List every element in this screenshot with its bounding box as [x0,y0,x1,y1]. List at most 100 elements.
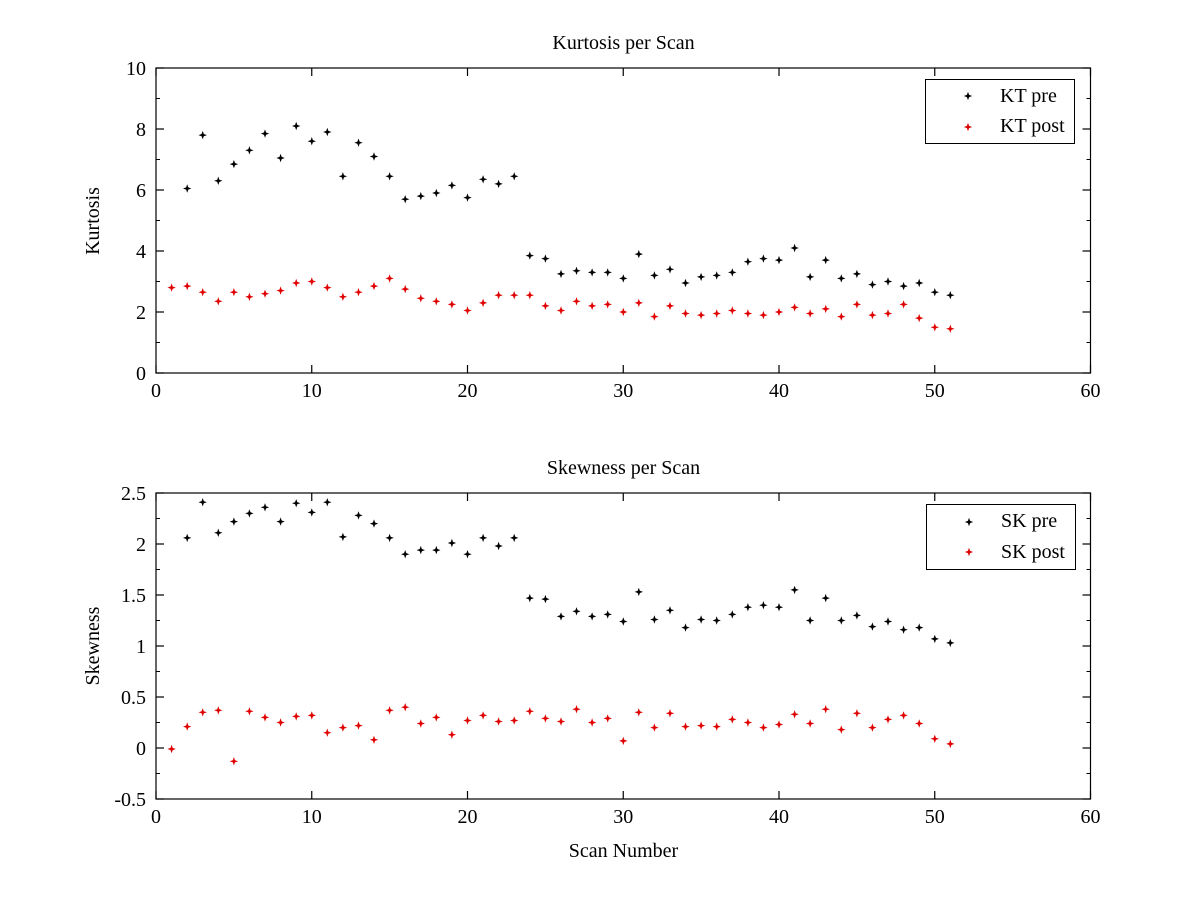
data-point [245,707,254,716]
data-point [805,272,815,282]
data-point [292,712,301,721]
data-point [292,278,301,288]
data-point [665,606,675,615]
x-axis-label: Scan Number [568,840,679,862]
y-tick-label: 1.5 [121,585,146,607]
legend-entry: KT pre [926,82,1074,110]
legend-label: KT pre [1000,84,1057,107]
data-point [447,538,457,548]
data-point [603,300,612,309]
data-point [759,254,768,263]
y-tick-label: 4 [136,241,146,263]
data-point [930,734,939,743]
data-point [245,146,254,155]
data-point [743,309,753,318]
data-point [650,615,659,624]
data-point [634,587,643,597]
data-point [821,593,830,603]
x-tick-label: 40 [769,380,789,402]
data-point [338,172,348,181]
data-point [603,714,612,723]
data-point [338,292,348,301]
data-point [634,249,643,259]
data-point [214,528,223,537]
data-point [821,255,830,265]
data-point [307,137,316,146]
x-tick-label: 40 [769,806,789,828]
data-point [432,713,441,722]
x-tick-label: 60 [1081,380,1101,402]
data-point [198,130,207,140]
data-point [401,703,410,712]
data-point [883,309,893,318]
data-point [292,121,301,131]
data-point [619,307,628,317]
data-point [774,603,784,612]
diamond-marker-icon [964,548,974,557]
data-point [385,533,394,543]
data-point [510,172,519,181]
data-point [276,718,285,727]
data-point [385,172,394,181]
data-point [323,283,332,292]
data-point [946,638,955,648]
data-point [229,288,239,297]
y-tick-label: 0 [136,363,146,385]
data-point [541,254,550,263]
data-point [790,710,799,719]
data-point [494,541,503,551]
data-point [323,498,332,507]
data-point [759,310,768,320]
data-point [572,607,581,616]
data-point [790,243,799,253]
data-point [229,159,239,169]
data-point [868,622,877,631]
data-point [930,634,939,644]
data-point [650,723,659,732]
data-point [447,730,457,739]
data-point [510,716,519,725]
data-point [852,611,862,620]
data-point [447,300,457,309]
data-point [696,615,706,624]
data-point [338,532,348,542]
data-point [478,711,488,720]
data-point [603,268,612,277]
data-point [214,297,223,306]
data-point [463,306,472,315]
data-point [696,272,706,282]
y-tick-label: -0.5 [114,789,146,811]
x-tick-label: 30 [613,806,633,828]
data-point [494,179,503,189]
x-tick-label: 50 [925,380,945,402]
data-point [837,616,846,625]
data-point [354,138,363,147]
data-point [416,191,425,201]
data-point [837,274,846,283]
data-point [743,718,753,727]
data-point [432,188,441,198]
data-point [634,708,643,717]
data-point [260,713,270,722]
data-point [572,297,581,306]
data-point [665,709,675,718]
data-point [587,612,597,621]
x-tick-label: 10 [302,806,322,828]
data-point [915,719,924,728]
data-point [541,301,550,311]
y-tick-label: 10 [126,58,146,80]
bottom-legend: SK pre SK post [926,504,1076,570]
data-point [712,271,721,280]
data-point [852,269,862,279]
data-point [883,617,893,626]
legend-label: SK post [1001,540,1065,563]
data-point [728,715,737,724]
x-tick-label: 20 [458,380,478,402]
data-point [883,715,893,724]
x-tick-label: 20 [458,806,478,828]
legend-entry: SK post [927,538,1075,566]
data-point [260,503,270,512]
y-tick-label: 6 [136,180,146,202]
y-tick-label: 0.5 [121,687,146,709]
